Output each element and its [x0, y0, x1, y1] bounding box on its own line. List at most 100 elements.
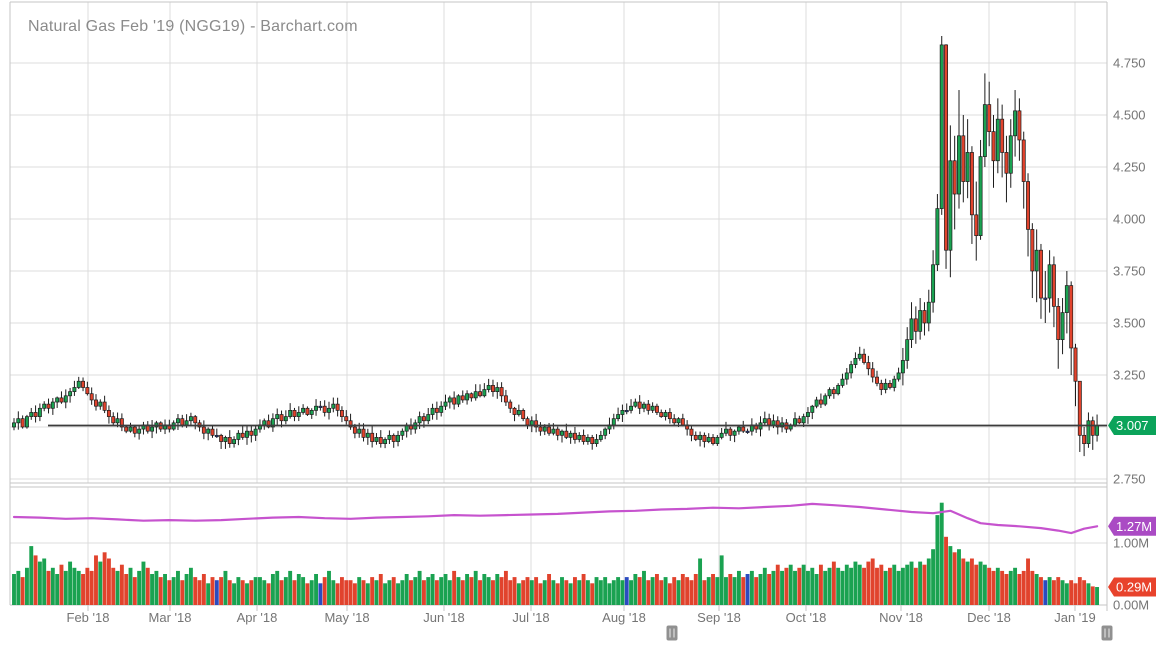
volume-bar: [667, 583, 672, 605]
candle: [624, 410, 629, 413]
candle: [245, 430, 249, 438]
volume-bar: [396, 583, 400, 605]
volume-bar: [193, 577, 198, 605]
pan-handle-right[interactable]: [1101, 625, 1113, 641]
volume-bar: [900, 567, 905, 605]
volume-bar: [275, 570, 280, 605]
volume-bar: [245, 583, 249, 605]
candle: [210, 428, 215, 436]
candle: [37, 407, 42, 417]
candle: [814, 399, 819, 407]
volume-bar: [63, 570, 68, 605]
volume-bar: [68, 561, 73, 605]
volume-bar: [745, 574, 750, 605]
candle: [689, 428, 694, 436]
candle: [201, 426, 206, 434]
candle: [180, 418, 185, 426]
volume-bar: [866, 561, 871, 605]
volume-bar: [775, 564, 780, 605]
volume-bar: [447, 580, 452, 605]
volume-bar: [279, 580, 284, 605]
candle: [89, 393, 94, 401]
candle: [98, 401, 103, 407]
volume-bar: [849, 567, 854, 605]
candle: [706, 437, 711, 442]
candle: [106, 410, 111, 417]
candle: [374, 437, 379, 442]
candle: [469, 393, 474, 399]
candle: [262, 420, 267, 426]
volume-bar: [1056, 577, 1061, 605]
candle: [555, 428, 560, 436]
candle: [560, 430, 564, 436]
volume-bar: [292, 580, 297, 605]
candle: [642, 403, 646, 409]
volume-bar: [491, 580, 495, 605]
volume-bar: [128, 567, 133, 605]
candle: [853, 358, 858, 365]
volume-bar: [1073, 583, 1078, 605]
volume-bar: [210, 577, 215, 605]
candle: [236, 432, 241, 440]
volume-bar: [853, 561, 858, 605]
volume-bar: [633, 574, 638, 605]
volume-bar: [926, 558, 931, 605]
volume-bar: [814, 574, 819, 605]
volume-bar: [706, 577, 711, 605]
candle: [512, 407, 517, 415]
volume-bar: [831, 561, 836, 605]
volume-bar: [1095, 587, 1100, 605]
candle: [378, 437, 383, 444]
candle: [63, 395, 68, 403]
volume-bar: [20, 577, 25, 605]
volume-bar: [659, 580, 664, 605]
candle: [370, 432, 375, 442]
candle: [961, 135, 966, 182]
volume-axis-label: 0.00M: [1113, 598, 1149, 613]
volume-bar: [680, 574, 685, 605]
volume-bar: [551, 580, 556, 605]
candle: [288, 410, 293, 417]
volume-bar: [969, 558, 974, 605]
x-axis-label: Jun '18: [423, 610, 465, 625]
volume-bar: [180, 580, 185, 605]
y-axis-label: 3.250: [1113, 368, 1146, 383]
candle: [879, 382, 884, 390]
candle: [279, 414, 284, 422]
candle: [176, 418, 180, 424]
volume-bar: [503, 570, 508, 605]
pan-handle-left[interactable]: [666, 625, 678, 641]
x-axis-label: Mar '18: [149, 610, 192, 625]
y-axis-label: 4.250: [1113, 160, 1146, 175]
candle: [137, 428, 142, 434]
volume-bar: [547, 574, 552, 605]
volume-bar: [529, 580, 534, 605]
volume-bar: [594, 577, 599, 605]
volume-bar: [318, 583, 323, 605]
volume-bar: [793, 570, 797, 605]
candle: [965, 152, 970, 182]
candle: [534, 420, 539, 428]
candle: [124, 426, 129, 432]
volume-bar: [918, 561, 923, 605]
volume-bar: [478, 580, 482, 605]
candle: [676, 418, 681, 424]
volume-bar: [383, 583, 388, 605]
candle: [193, 416, 198, 424]
volume-bar: [939, 502, 944, 605]
volume-bar: [232, 583, 237, 605]
candle: [991, 131, 996, 162]
volume-bar: [469, 577, 474, 605]
volume-bar: [590, 583, 595, 605]
candle: [1090, 420, 1095, 436]
candle: [957, 135, 961, 195]
candle: [667, 412, 672, 420]
volume-bar: [197, 580, 202, 605]
candle: [400, 430, 405, 436]
volume-bar: [270, 574, 275, 605]
candle: [637, 401, 642, 409]
candle: [939, 44, 944, 209]
candle: [849, 364, 854, 374]
volume-bar: [875, 567, 879, 605]
